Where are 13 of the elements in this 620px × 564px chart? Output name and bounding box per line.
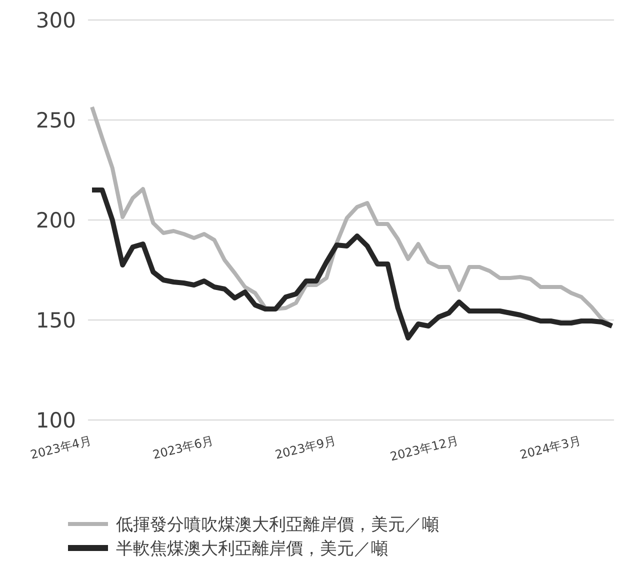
y-tick-label: 300	[36, 8, 76, 32]
x-tick-label: 2023年12月	[388, 433, 460, 464]
y-tick-label: 200	[36, 208, 76, 232]
x-tick-label: 2023年6月	[151, 433, 216, 462]
legend-label: 低揮發分噴吹煤澳大利亞離岸價，美元／噸	[116, 514, 439, 535]
legend-label: 半軟焦煤澳大利亞離岸價，美元／噸	[116, 538, 388, 559]
line-series	[90, 105, 614, 328]
y-tick-label: 100	[36, 408, 76, 432]
x-tick-label: 2023年9月	[274, 433, 338, 462]
x-tick-label: 2024年3月	[518, 433, 582, 462]
x-tick-label: 2023年4月	[29, 433, 93, 462]
y-tick-label: 250	[36, 108, 76, 132]
y-tick-label: 150	[36, 308, 76, 332]
